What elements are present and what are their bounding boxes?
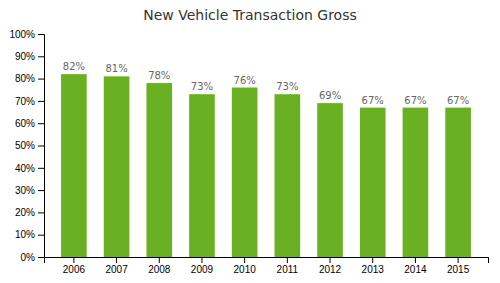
y-tick-label: 100% bbox=[9, 29, 35, 40]
x-tick: 2008 bbox=[148, 257, 171, 275]
x-tick: 2006 bbox=[63, 257, 86, 275]
x-axis: 2006 2007 2008 2009 2010 2011 2012 2013 2014 2015 bbox=[45, 257, 489, 275]
y-axis-line bbox=[38, 35, 45, 258]
y-tick-mark bbox=[38, 123, 44, 124]
bar bbox=[104, 76, 130, 257]
x-tick-label: 2015 bbox=[447, 264, 470, 275]
y-tick-mark bbox=[38, 212, 44, 213]
y-tick: 80% bbox=[15, 73, 44, 84]
y-tick-label: 60% bbox=[15, 118, 35, 129]
y-tick: 90% bbox=[15, 51, 44, 62]
y-tick: 0% bbox=[21, 252, 44, 263]
y-tick-mark bbox=[38, 56, 44, 57]
y-tick: 40% bbox=[15, 163, 44, 174]
bar bbox=[445, 108, 471, 257]
x-tick-mark bbox=[159, 257, 160, 263]
x-tick-label: 2012 bbox=[319, 264, 342, 275]
data-label: 73% bbox=[276, 81, 298, 92]
x-tick: 2014 bbox=[404, 257, 427, 275]
y-tick: 60% bbox=[15, 118, 44, 129]
data-label: 73% bbox=[191, 81, 213, 92]
x-tick-mark bbox=[116, 257, 117, 263]
y-tick-mark bbox=[38, 168, 44, 169]
data-labels: 82% 81% 78% 73% 76% 73% 69% 67% 67% 67% bbox=[63, 61, 469, 105]
y-tick: 20% bbox=[15, 207, 44, 218]
y-tick-mark bbox=[38, 190, 44, 191]
data-label: 67% bbox=[447, 95, 469, 106]
x-tick: 2012 bbox=[319, 257, 342, 275]
data-label: 76% bbox=[234, 75, 256, 86]
plot: 0%10%20%30%40%50%60%70%80%90%100%2006200… bbox=[9, 29, 488, 275]
bar bbox=[360, 108, 386, 257]
x-tick-label: 2010 bbox=[234, 264, 257, 275]
bar bbox=[403, 108, 429, 257]
x-tick-label: 2009 bbox=[191, 264, 214, 275]
y-tick-label: 50% bbox=[15, 140, 35, 151]
y-tick: 100% bbox=[9, 29, 44, 40]
x-tick-label: 2011 bbox=[277, 264, 299, 275]
y-tick-label: 20% bbox=[15, 207, 35, 218]
x-tick: 2009 bbox=[191, 257, 214, 275]
y-tick-label: 40% bbox=[15, 163, 35, 174]
bar bbox=[317, 103, 343, 257]
x-tick-label: 2006 bbox=[63, 264, 86, 275]
x-tick-mark bbox=[73, 257, 74, 263]
y-tick: 50% bbox=[15, 140, 44, 151]
data-label: 67% bbox=[404, 95, 426, 106]
y-tick-mark bbox=[38, 235, 44, 236]
bar bbox=[189, 94, 215, 257]
y-tick-label: 90% bbox=[15, 51, 35, 62]
y-tick-mark bbox=[38, 101, 44, 102]
bar bbox=[232, 88, 258, 257]
y-tick: 70% bbox=[15, 96, 44, 107]
x-axis-line bbox=[45, 258, 489, 264]
data-label: 81% bbox=[105, 63, 127, 74]
x-tick: 2010 bbox=[234, 257, 257, 275]
bar bbox=[61, 74, 87, 257]
y-tick-mark bbox=[38, 146, 44, 147]
data-label: 78% bbox=[148, 70, 170, 81]
y-tick-label: 10% bbox=[15, 229, 35, 240]
data-label: 67% bbox=[362, 95, 384, 106]
x-tick-mark bbox=[372, 257, 373, 263]
data-label: 82% bbox=[63, 61, 85, 72]
x-tick: 2011 bbox=[277, 257, 299, 275]
y-tick-mark bbox=[38, 34, 44, 35]
y-axis: 0% 10% 20% 30% 40% 50% 60% 70% 80% 90% 100% bbox=[9, 29, 44, 263]
y-tick-label: 70% bbox=[15, 96, 35, 107]
y-tick-label: 0% bbox=[21, 252, 36, 263]
chart: 0%10%20%30%40%50%60%70%80%90%100%2006200… bbox=[0, 0, 500, 283]
x-tick-mark bbox=[415, 257, 416, 263]
y-tick-label: 30% bbox=[15, 185, 35, 196]
y-tick-mark bbox=[38, 257, 44, 258]
bars bbox=[61, 74, 471, 257]
x-tick-mark bbox=[330, 257, 331, 263]
x-tick: 2013 bbox=[362, 257, 385, 275]
x-tick-mark bbox=[201, 257, 202, 263]
y-tick: 30% bbox=[15, 185, 44, 196]
data-label: 69% bbox=[319, 90, 341, 101]
x-tick-label: 2014 bbox=[404, 264, 427, 275]
x-tick: 2015 bbox=[447, 257, 470, 275]
x-tick-mark bbox=[458, 257, 459, 263]
x-tick-mark bbox=[244, 257, 245, 263]
x-tick: 2007 bbox=[105, 257, 128, 275]
x-tick-mark bbox=[287, 257, 288, 263]
y-tick-label: 80% bbox=[15, 73, 35, 84]
y-tick: 10% bbox=[15, 229, 44, 240]
bar bbox=[146, 83, 172, 257]
y-tick-mark bbox=[38, 79, 44, 80]
title: New Vehicle Transaction Gross bbox=[143, 7, 357, 23]
x-tick-label: 2007 bbox=[105, 264, 128, 275]
x-tick-label: 2013 bbox=[362, 264, 385, 275]
x-tick-label: 2008 bbox=[148, 264, 171, 275]
bar bbox=[275, 94, 301, 257]
